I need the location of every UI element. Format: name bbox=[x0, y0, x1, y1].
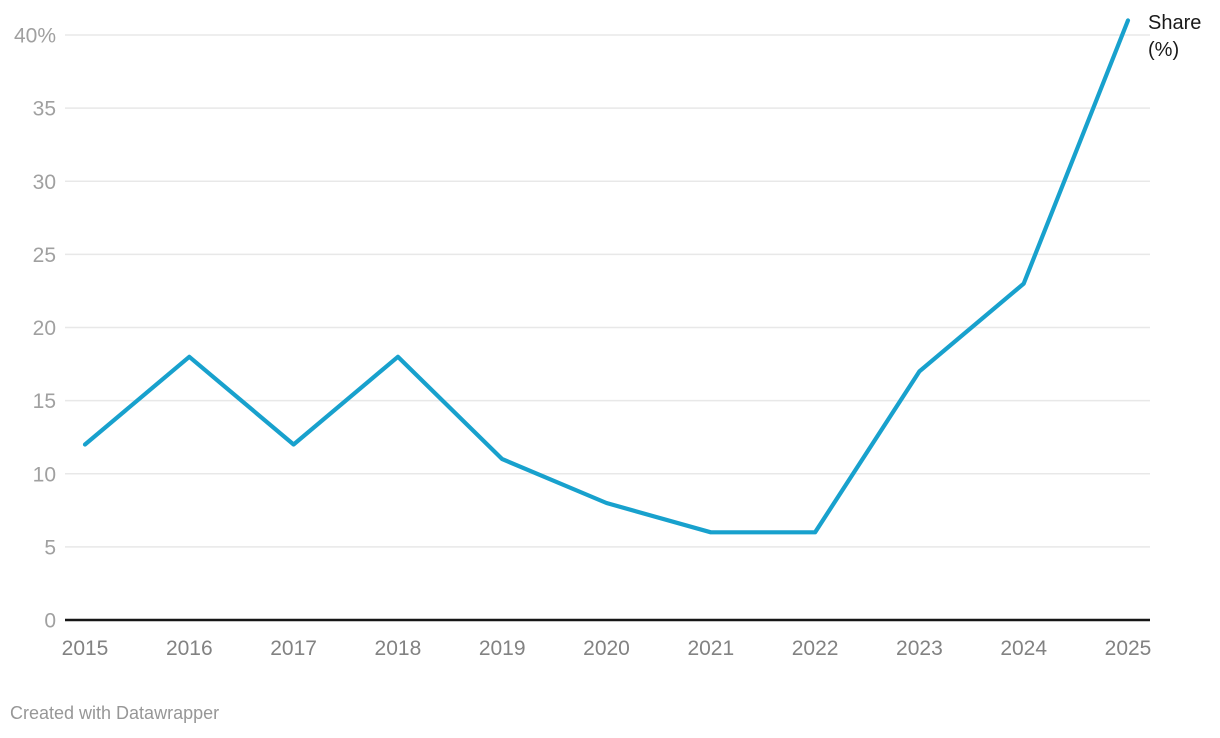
x-tick-label: 2019 bbox=[479, 637, 526, 660]
y-tick-label: 25 bbox=[33, 244, 56, 267]
x-tick-label: 2022 bbox=[792, 637, 839, 660]
datawrapper-credit: Created with Datawrapper bbox=[10, 703, 220, 723]
x-tick-label: 2017 bbox=[270, 637, 317, 660]
x-tick-label: 2023 bbox=[896, 637, 943, 660]
y-tick-label: 40% bbox=[14, 25, 56, 48]
y-tick-label: 35 bbox=[33, 98, 56, 121]
series-line bbox=[82, 18, 1131, 535]
x-tick-label: 2025 bbox=[1105, 637, 1152, 660]
x-tick-label: 2016 bbox=[166, 637, 213, 660]
x-tick-label: 2024 bbox=[1000, 637, 1047, 660]
y-tick-label: 10 bbox=[33, 463, 56, 486]
x-tick-label: 2015 bbox=[62, 637, 109, 660]
y-tick-label: 20 bbox=[33, 317, 56, 340]
series-label: Share (%) bbox=[1148, 12, 1202, 61]
y-tick-label: 0 bbox=[44, 610, 56, 633]
x-tick-label: 2021 bbox=[687, 637, 734, 660]
y-tick-label: 5 bbox=[44, 536, 56, 559]
x-tick-label: 2020 bbox=[583, 637, 630, 660]
y-tick-label: 15 bbox=[33, 390, 56, 413]
y-tick-label: 30 bbox=[33, 171, 56, 194]
x-tick-label: 2018 bbox=[375, 637, 422, 660]
